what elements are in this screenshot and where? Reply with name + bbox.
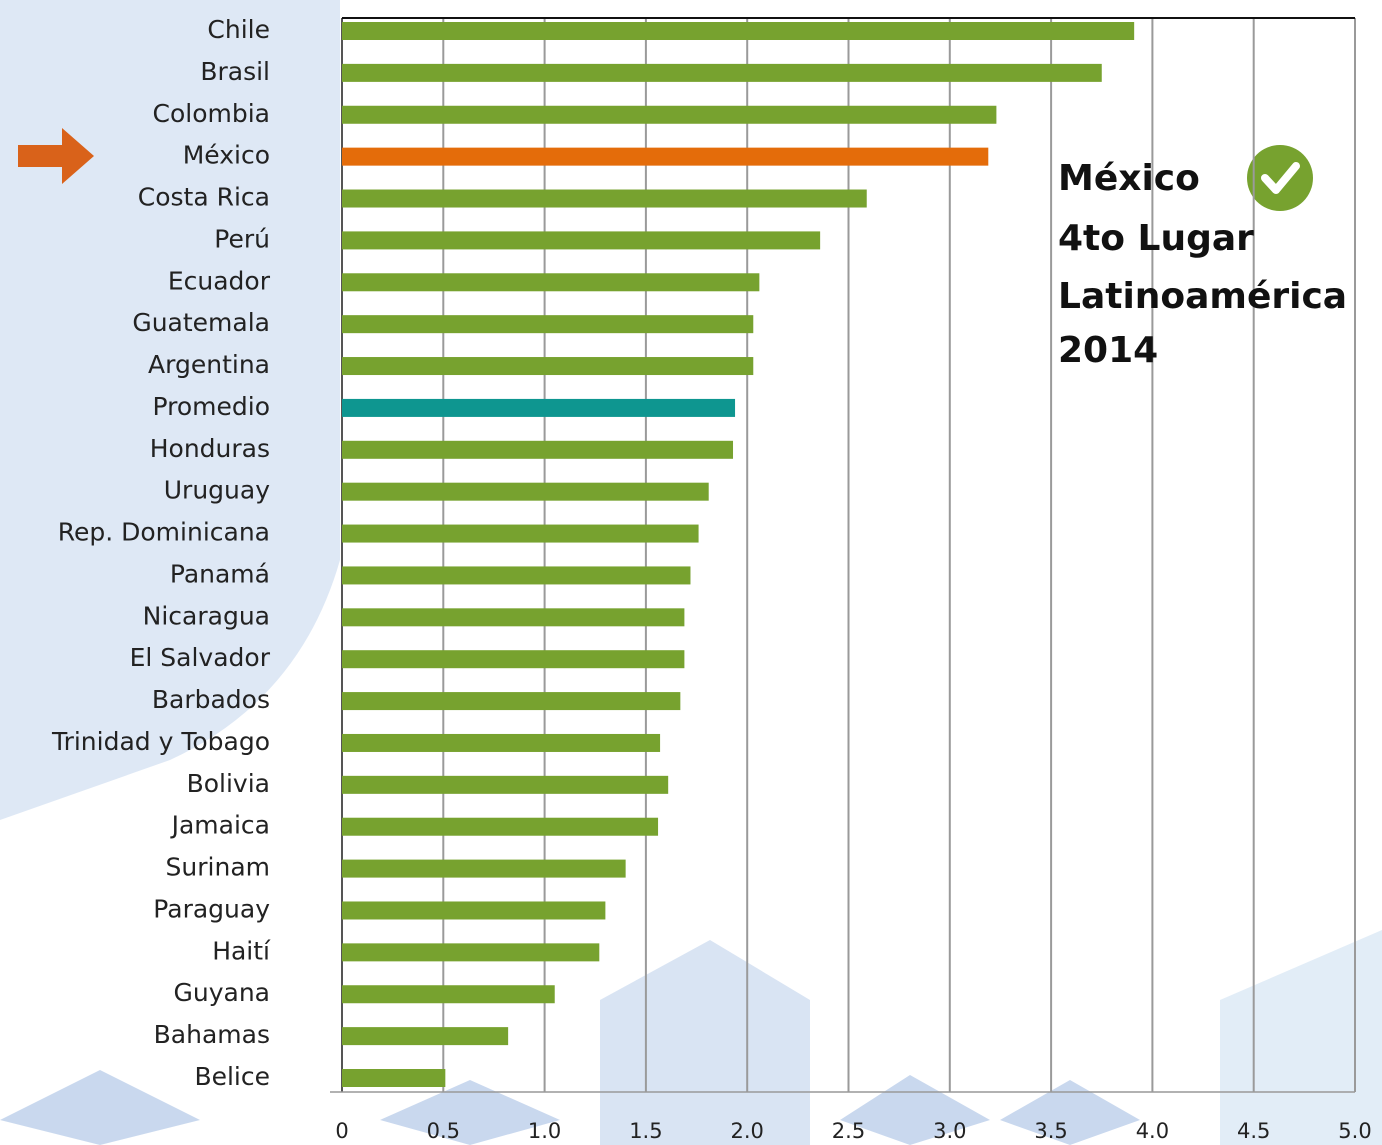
y-tick-label: Barbados (152, 685, 270, 714)
y-tick-label: Guyana (174, 978, 271, 1007)
x-tick-label: 1.5 (629, 1119, 662, 1143)
bar (342, 608, 685, 627)
bar (342, 943, 600, 962)
y-tick-label: Trinidad y Tobago (51, 727, 270, 756)
bar (342, 315, 754, 334)
bar (342, 650, 685, 669)
x-tick-label: 3.0 (933, 1119, 966, 1143)
x-tick-label: 0 (335, 1119, 348, 1143)
y-tick-label: Guatemala (132, 308, 270, 337)
y-tick-label: México (183, 141, 270, 170)
y-tick-label: Nicaragua (143, 601, 270, 630)
y-tick-label: Ecuador (168, 266, 271, 295)
annotation: Latinoamérica (1058, 276, 1347, 317)
bar (342, 775, 669, 794)
bar (342, 985, 555, 1004)
bar (342, 189, 867, 208)
grid (341, 18, 1356, 1092)
x-tick-label: 4.5 (1237, 1119, 1270, 1143)
x-tick-label: 3.5 (1034, 1119, 1067, 1143)
y-tick-label: Jamaica (170, 811, 270, 840)
bar (342, 398, 736, 417)
bar (342, 1069, 446, 1087)
bar (342, 901, 606, 920)
y-tick-label: Haití (212, 936, 271, 965)
check-icon (1247, 145, 1313, 211)
x-tick-label: 5.0 (1338, 1119, 1371, 1143)
y-tick-label: Chile (207, 15, 270, 44)
bar (342, 231, 821, 250)
bar (342, 482, 709, 501)
y-tick-label: Rep. Dominicana (58, 518, 270, 547)
annotation: 2014 (1058, 330, 1158, 371)
bar (342, 22, 1135, 40)
bar (342, 524, 699, 543)
annotation: México (1058, 158, 1200, 199)
y-tick-label: El Salvador (130, 643, 271, 672)
bar (342, 105, 997, 124)
y-tick-label: Bahamas (154, 1020, 270, 1049)
y-tick-label: Bolivia (187, 769, 270, 798)
bar (342, 733, 661, 752)
arrow (18, 128, 94, 184)
y-tick-label: Paraguay (153, 894, 270, 923)
y-tick-label: Uruguay (164, 476, 270, 505)
y-tick-label: Argentina (148, 350, 270, 379)
y-tick-label: Panamá (170, 559, 270, 588)
y-tick-label: Brasil (200, 57, 270, 86)
bar (342, 859, 626, 878)
bar (342, 147, 989, 166)
y-tick-label: Costa Rica (138, 183, 270, 212)
y-tick-label: Belice (194, 1062, 270, 1091)
bar (342, 273, 760, 292)
y-tick-label: Perú (214, 224, 270, 253)
annotation: 4to Lugar (1058, 218, 1254, 259)
y-tick-label: Surinam (166, 853, 270, 882)
bar (342, 566, 691, 585)
x-tick-label: 2.5 (832, 1119, 865, 1143)
bar (342, 692, 681, 711)
x-tick-label: 0.5 (427, 1119, 460, 1143)
x-tick-label: 4.0 (1136, 1119, 1169, 1143)
y-tick-label: Promedio (152, 392, 270, 421)
bar (342, 1027, 509, 1046)
bar (342, 357, 754, 376)
x-tick-label: 1.0 (528, 1119, 561, 1143)
bar (342, 63, 1102, 82)
y-tick-label: Colombia (153, 99, 270, 128)
x-tick-label: 2.0 (730, 1119, 763, 1143)
y-tick-label: Honduras (150, 434, 270, 463)
bar (342, 817, 659, 836)
bar (342, 440, 734, 459)
